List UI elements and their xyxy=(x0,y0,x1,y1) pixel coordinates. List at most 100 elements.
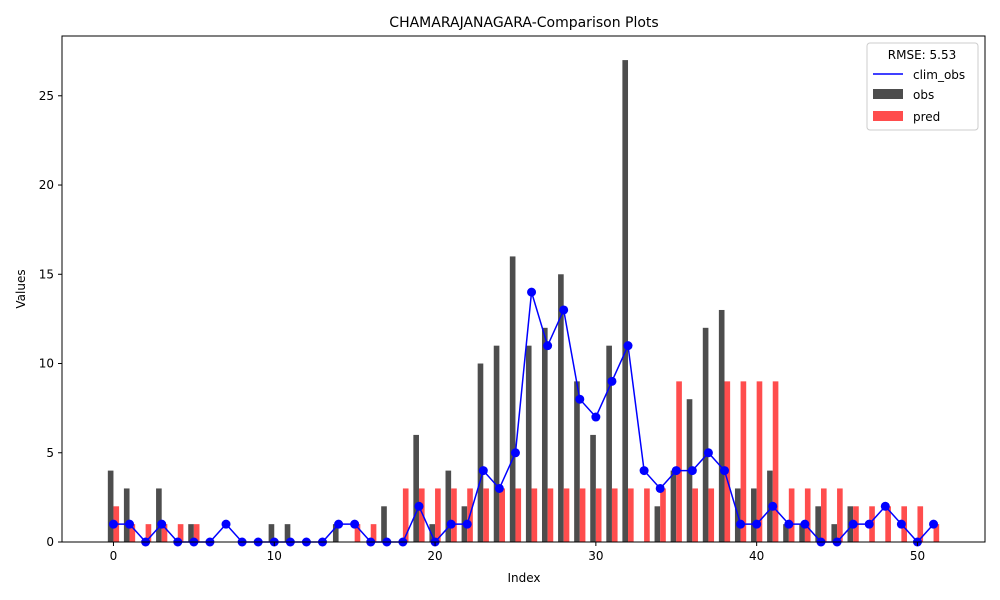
bars-layer xyxy=(107,60,940,542)
obs-bar xyxy=(783,524,789,542)
y-axis: 0 5 10 15 20 25 xyxy=(39,89,62,549)
clim-obs-point xyxy=(478,466,488,476)
clim-obs-point xyxy=(687,466,697,476)
pred-bar xyxy=(611,488,618,542)
obs-bar xyxy=(799,524,805,542)
obs-bar xyxy=(477,363,484,542)
y-tick-label: 5 xyxy=(46,446,54,460)
pred-bar xyxy=(145,524,152,542)
clim-obs-point xyxy=(784,519,794,529)
clim-obs-point xyxy=(720,466,730,476)
clim-obs-point xyxy=(848,519,858,529)
pred-bar xyxy=(595,488,602,542)
pred-bar xyxy=(177,524,184,542)
y-tick-label: 20 xyxy=(39,178,54,192)
clim-obs-point xyxy=(671,466,681,476)
pred-bar xyxy=(804,488,811,542)
line-layer xyxy=(108,287,939,547)
obs-bar xyxy=(751,488,757,542)
obs-bar xyxy=(268,524,275,542)
obs-bar xyxy=(654,506,661,542)
y-tick-label: 25 xyxy=(39,89,54,103)
clim-obs-point xyxy=(559,305,569,315)
obs-bar xyxy=(541,327,548,542)
clim-obs-point xyxy=(350,519,360,529)
pred-bar xyxy=(644,488,650,542)
clim-obs-point xyxy=(736,519,746,529)
x-axis-label: Index xyxy=(507,571,540,585)
chart-title: CHAMARAJANAGARA-Comparison Plots xyxy=(389,15,658,31)
clim-obs-point xyxy=(414,501,424,511)
pred-bar xyxy=(531,488,538,542)
clim-obs-point xyxy=(446,519,456,529)
x-tick-label: 50 xyxy=(910,549,925,563)
legend-swatch-obs xyxy=(873,89,903,99)
obs-bar xyxy=(622,60,629,542)
pred-bar xyxy=(708,488,715,542)
pred-bar xyxy=(676,381,682,542)
obs-bar xyxy=(413,434,419,542)
plot-frame xyxy=(61,35,986,543)
x-tick-label: 40 xyxy=(749,549,764,563)
clim-obs-point xyxy=(221,519,231,529)
clim-obs-point xyxy=(334,519,344,529)
pred-bar xyxy=(628,488,634,542)
obs-bar xyxy=(831,524,838,542)
clim-obs-point xyxy=(639,466,649,476)
clim-obs-point xyxy=(607,376,617,386)
obs-bar xyxy=(445,470,452,542)
obs-bar xyxy=(558,274,564,542)
pred-bar xyxy=(756,381,763,542)
obs-bar xyxy=(574,381,580,542)
pred-bar xyxy=(547,488,554,542)
pred-bar xyxy=(435,488,441,542)
obs-bar xyxy=(156,488,162,542)
obs-bar xyxy=(188,524,194,542)
x-tick-label: 20 xyxy=(427,549,442,563)
obs-bar xyxy=(123,488,130,542)
pred-bar xyxy=(724,381,731,542)
clim-obs-point xyxy=(655,483,665,493)
y-tick-label: 15 xyxy=(39,267,54,281)
pred-bar xyxy=(193,524,200,542)
legend-label-clim-obs: clim_obs xyxy=(913,68,965,82)
pred-bar xyxy=(933,524,940,542)
pred-bar xyxy=(772,381,779,542)
pred-bar xyxy=(483,488,489,542)
clim-obs-point xyxy=(800,519,810,529)
clim-obs-point xyxy=(623,341,633,351)
pred-bar xyxy=(161,524,168,542)
pred-bar xyxy=(563,488,570,542)
obs-bar xyxy=(606,345,612,542)
pred-bar xyxy=(788,488,795,542)
x-tick-label: 10 xyxy=(267,549,282,563)
pred-bar xyxy=(370,524,377,542)
pred-bar xyxy=(499,488,506,542)
clim-obs-point xyxy=(929,519,939,529)
clim-obs-point xyxy=(510,448,520,458)
legend-swatch-pred xyxy=(873,111,903,121)
obs-bar xyxy=(332,524,339,542)
pred-bar xyxy=(820,488,827,542)
clim-obs-point xyxy=(880,501,890,511)
obs-bar xyxy=(670,470,677,542)
pred-bar xyxy=(418,488,425,542)
clim-obs-point xyxy=(896,519,906,529)
pred-bar xyxy=(740,381,747,542)
clim-obs-point xyxy=(575,394,585,404)
obs-bar xyxy=(381,506,387,542)
y-axis-label: Values xyxy=(14,269,28,308)
pred-bar xyxy=(837,488,843,542)
obs-bar xyxy=(493,345,500,542)
legend: RMSE: 5.53 clim_obs obs pred xyxy=(866,42,979,131)
clim-obs-point xyxy=(462,519,472,529)
legend-label-obs: obs xyxy=(913,88,934,102)
pred-bar xyxy=(692,488,698,542)
clim-obs-point xyxy=(703,448,713,458)
y-tick-label: 10 xyxy=(39,357,54,371)
obs-bar xyxy=(284,524,291,542)
legend-title: RMSE: 5.53 xyxy=(888,48,956,62)
pred-bar xyxy=(885,506,891,542)
pred-bar xyxy=(402,488,409,542)
